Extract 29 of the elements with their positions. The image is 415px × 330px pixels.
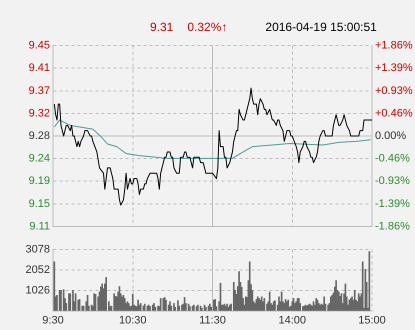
y-tick-label: 9.28 (28, 130, 50, 142)
y-tick-label: 2052 (26, 264, 50, 276)
text: 0.32%↑ (187, 20, 228, 36)
y2-tick-label: -0.46% (375, 152, 410, 165)
y-tick-label: 9.19 (28, 175, 50, 188)
x-tick-label: 11:30 (199, 314, 226, 326)
y2-tick-label: -1.86% (375, 220, 410, 232)
y-tick-label: 9.45 (28, 40, 50, 52)
y2-tick-label: -1.39% (375, 198, 410, 210)
y-tick-label: 9.41 (28, 62, 50, 74)
x-tick-label: 15:00 (358, 314, 386, 326)
text: 9.31 (150, 20, 174, 36)
y-tick-label: 1026 (26, 284, 50, 296)
y2-tick-label: +1.86% (375, 40, 413, 52)
y2-tick-label: -0.93% (375, 175, 410, 188)
y2-tick-label: +0.46% (375, 107, 413, 120)
x-tick-label: 10:30 (118, 314, 147, 326)
y-tick-label: 9.11 (29, 220, 50, 232)
y-tick-label: 9.15 (28, 198, 50, 210)
y2-tick-label: 0.00% (375, 130, 406, 142)
y-tick-label: 3078 (26, 244, 50, 256)
y-tick-label: 9.24 (28, 152, 50, 165)
y2-tick-label: +1.39% (375, 62, 413, 74)
text: 2016-04-19 15:00:51 (265, 20, 377, 36)
x-tick-label: 14:00 (278, 314, 306, 326)
y-tick-label: 9.32 (28, 107, 50, 120)
y2-tick-label: +0.93% (375, 84, 413, 97)
x-tick-label: 9:30 (42, 314, 64, 326)
y-tick-label: 9.37 (28, 84, 50, 97)
